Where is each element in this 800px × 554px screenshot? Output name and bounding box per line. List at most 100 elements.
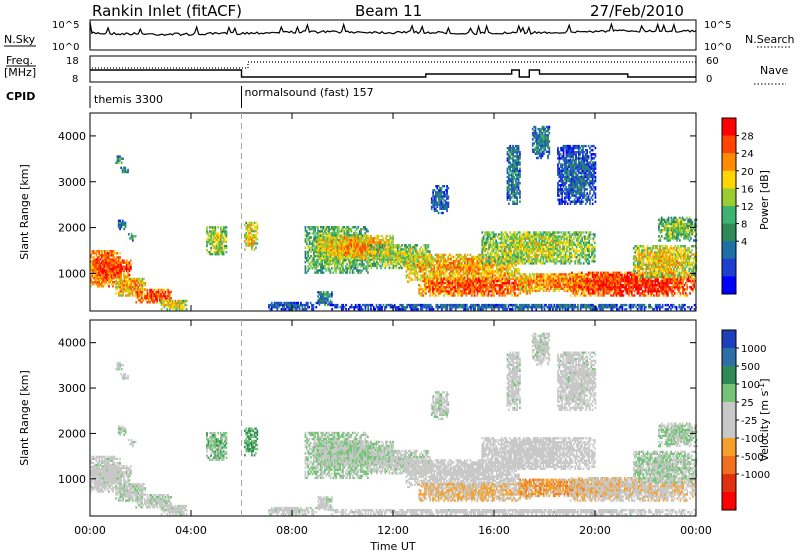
heatmap-cell [112, 285, 114, 288]
heatmap-cell [487, 281, 490, 285]
heatmap-cell [360, 263, 362, 266]
heatmap-cell [147, 295, 150, 298]
heatmap-cell [361, 243, 364, 246]
heatmap-cell [461, 274, 463, 277]
heatmap-cell [437, 259, 440, 263]
heatmap-cell [408, 266, 411, 269]
heatmap-cell [570, 243, 572, 246]
heatmap-cell [315, 246, 318, 249]
heatmap-cell [373, 262, 375, 265]
heatmap-cell [564, 260, 567, 263]
heatmap-cell [502, 253, 504, 257]
heatmap-cell [516, 235, 518, 238]
heatmap-cell [327, 253, 329, 256]
heatmap-cell [437, 286, 440, 289]
heatmap-cell [450, 262, 452, 265]
heatmap-cell [437, 255, 440, 259]
heatmap-cell [171, 303, 174, 307]
heatmap-cell [410, 256, 413, 259]
heatmap-cell [509, 268, 512, 271]
heatmap-cell [436, 262, 438, 265]
heatmap-cell [434, 294, 437, 297]
heatmap-cell [95, 281, 98, 284]
heatmap-cell [429, 264, 431, 267]
heatmap-cell [494, 264, 497, 267]
heatmap-cell [370, 258, 373, 261]
heatmap-cell [552, 256, 554, 259]
heatmap-cell [120, 166, 122, 169]
heatmap-cell [488, 258, 490, 261]
heatmap-cell [525, 231, 528, 234]
heatmap-cell [310, 246, 312, 249]
heatmap-cell [336, 256, 339, 260]
heatmap-cell [430, 259, 433, 263]
heatmap-cell [469, 279, 472, 283]
heatmap-cell [407, 255, 409, 259]
heatmap-cell [560, 247, 563, 251]
heatmap-cell [458, 277, 461, 281]
heatmap-cell [498, 277, 501, 281]
heatmap-cell [347, 247, 350, 250]
heatmap-cell [313, 236, 315, 239]
heatmap-cell [542, 231, 545, 234]
heatmap-cell [314, 234, 316, 237]
heatmap-cell [443, 277, 445, 281]
heatmap-cell [514, 247, 517, 251]
heatmap-cell [508, 284, 511, 287]
heatmap-cell [465, 268, 467, 271]
heatmap-cell [311, 226, 314, 229]
heatmap-cell [500, 245, 503, 249]
heatmap-cell [516, 237, 518, 240]
heatmap-cell [120, 223, 123, 227]
heatmap-cell [358, 240, 361, 243]
heatmap-cell [542, 245, 545, 249]
heatmap-cell [455, 266, 458, 269]
heatmap-cell [518, 292, 520, 295]
heatmap-cell [364, 265, 366, 268]
heatmap-cell [416, 252, 419, 255]
heatmap-cell [494, 262, 497, 265]
heatmap-cell [217, 238, 219, 241]
heatmap-cell [315, 236, 318, 239]
heatmap-cell [377, 244, 380, 247]
heatmap-cell [333, 226, 336, 229]
heatmap-cell [528, 237, 531, 240]
heatmap-cell [520, 235, 522, 238]
heatmap-cell [332, 249, 335, 252]
heatmap-cell [501, 257, 504, 261]
heatmap-cell [461, 292, 463, 295]
heatmap-cell [518, 262, 521, 265]
heatmap-cell [556, 231, 559, 234]
heatmap-cell [505, 231, 507, 234]
heatmap-cell [335, 253, 337, 256]
heatmap-cell [399, 262, 402, 265]
heatmap-cell [444, 288, 447, 291]
heatmap-cell [575, 245, 578, 249]
heatmap-cell [502, 262, 504, 265]
heatmap-cell [555, 251, 557, 255]
heatmap-cell [129, 281, 131, 285]
heatmap-cell [483, 290, 486, 293]
heatmap-cell [407, 259, 409, 263]
heatmap-cell [458, 255, 461, 259]
heatmap-cell [92, 265, 95, 268]
heatmap-cell [487, 270, 490, 273]
heatmap-cell [345, 249, 347, 252]
heatmap-cell [454, 277, 457, 281]
heatmap-cell [382, 243, 385, 246]
heatmap-cell [163, 303, 166, 307]
heatmap-cell [545, 253, 547, 257]
heatmap-cell [418, 262, 420, 265]
heatmap-cell [127, 168, 129, 172]
heatmap-cell [566, 235, 568, 238]
heatmap-cell [484, 292, 487, 295]
heatmap-cell [306, 234, 308, 237]
heatmap-cell [443, 257, 445, 261]
heatmap-cell [370, 239, 372, 242]
heatmap-cell [120, 288, 123, 291]
heatmap-cell [137, 277, 140, 281]
heatmap-cell [132, 235, 134, 238]
heatmap-cell [426, 262, 429, 265]
heatmap-cell [470, 264, 473, 267]
